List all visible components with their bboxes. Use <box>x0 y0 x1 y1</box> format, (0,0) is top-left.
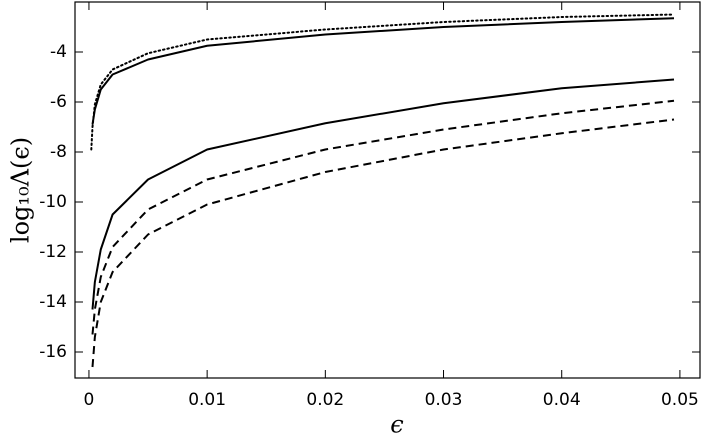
x-tick-label: 0 <box>84 390 95 410</box>
y-tick-label: -6 <box>50 92 67 112</box>
y-tick-label: -8 <box>50 142 67 162</box>
line-series <box>91 99 675 335</box>
plot-frame <box>74 1 701 379</box>
x-tick-label: 0.04 <box>543 390 581 410</box>
y-tick-label: -14 <box>39 292 67 312</box>
line-series <box>91 78 675 310</box>
x-tick-label: 0.05 <box>661 390 699 410</box>
y-tick-label: -10 <box>39 192 67 212</box>
y-tick-label: -4 <box>50 42 67 62</box>
y-tick-label: -12 <box>39 242 67 262</box>
line-series <box>91 17 675 125</box>
y-tick-label: -16 <box>39 342 67 362</box>
x-tick-label: 0.01 <box>188 390 226 410</box>
line-series <box>91 118 675 368</box>
y-axis-label: log₁₀Λ(ϵ) <box>7 137 35 243</box>
x-axis-label: ϵ <box>390 411 403 438</box>
x-tick-label: 0.02 <box>306 390 344 410</box>
x-tick-label: 0.03 <box>425 390 463 410</box>
